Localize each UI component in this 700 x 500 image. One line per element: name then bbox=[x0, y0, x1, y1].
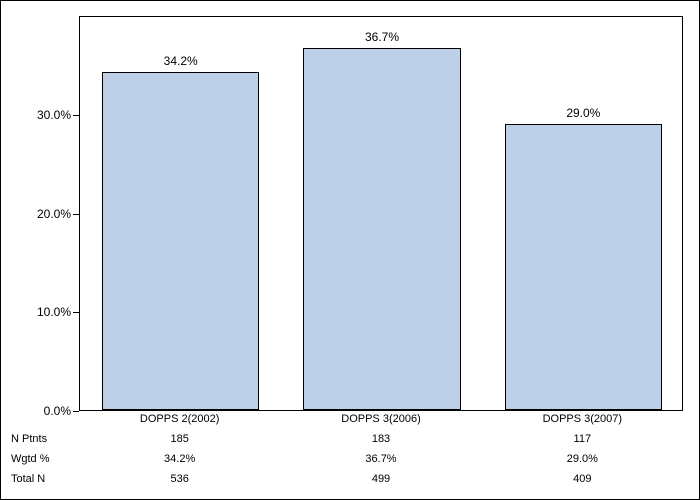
row-cell: 117 bbox=[574, 433, 592, 445]
row-cell: 536 bbox=[170, 473, 188, 485]
bar bbox=[303, 48, 460, 410]
bar-value-label: 29.0% bbox=[566, 106, 600, 120]
row-cell: 29.0% bbox=[567, 453, 598, 465]
y-tick-mark bbox=[73, 411, 79, 412]
bar bbox=[102, 72, 259, 410]
y-tick-label: 20.0% bbox=[37, 207, 71, 221]
bar-value-label: 36.7% bbox=[365, 30, 399, 44]
x-axis-labels: DOPPS 2(2002) DOPPS 3(2006) DOPPS 3(2007) bbox=[79, 413, 683, 431]
table-row: N Ptnts 185 183 117 bbox=[1, 433, 700, 453]
row-label: N Ptnts bbox=[11, 433, 47, 445]
y-tick-label: 30.0% bbox=[37, 108, 71, 122]
row-label: Wgtd % bbox=[11, 453, 50, 465]
row-cell: 409 bbox=[573, 473, 591, 485]
y-tick-label: 10.0% bbox=[37, 305, 71, 319]
bar bbox=[505, 124, 662, 410]
x-category-label: DOPPS 3(2006) bbox=[341, 413, 420, 425]
row-cell: 499 bbox=[372, 473, 390, 485]
x-category-label: DOPPS 3(2007) bbox=[543, 413, 622, 425]
bar-value-label: 34.2% bbox=[164, 54, 198, 68]
row-cell: 183 bbox=[372, 433, 390, 445]
row-cell: 185 bbox=[170, 433, 188, 445]
table-row: Total N 536 499 409 bbox=[1, 473, 700, 493]
chart-container: 0.0% 10.0% 20.0% 30.0% 34.2% 36.7% 29.0% DOPP… bbox=[0, 0, 700, 500]
row-label: Total N bbox=[11, 473, 45, 485]
y-tick-label: 0.0% bbox=[44, 404, 71, 418]
row-cell: 36.7% bbox=[365, 453, 396, 465]
y-axis: 0.0%10.0%20.0%30.0% bbox=[1, 16, 79, 411]
bars-group: 34.2% 36.7% 29.0% bbox=[80, 17, 682, 410]
plot-area: 34.2% 36.7% 29.0% bbox=[79, 16, 683, 411]
table-row: Wgtd % 34.2% 36.7% 29.0% bbox=[1, 453, 700, 473]
row-cell: 34.2% bbox=[164, 453, 195, 465]
x-category-label: DOPPS 2(2002) bbox=[140, 413, 219, 425]
